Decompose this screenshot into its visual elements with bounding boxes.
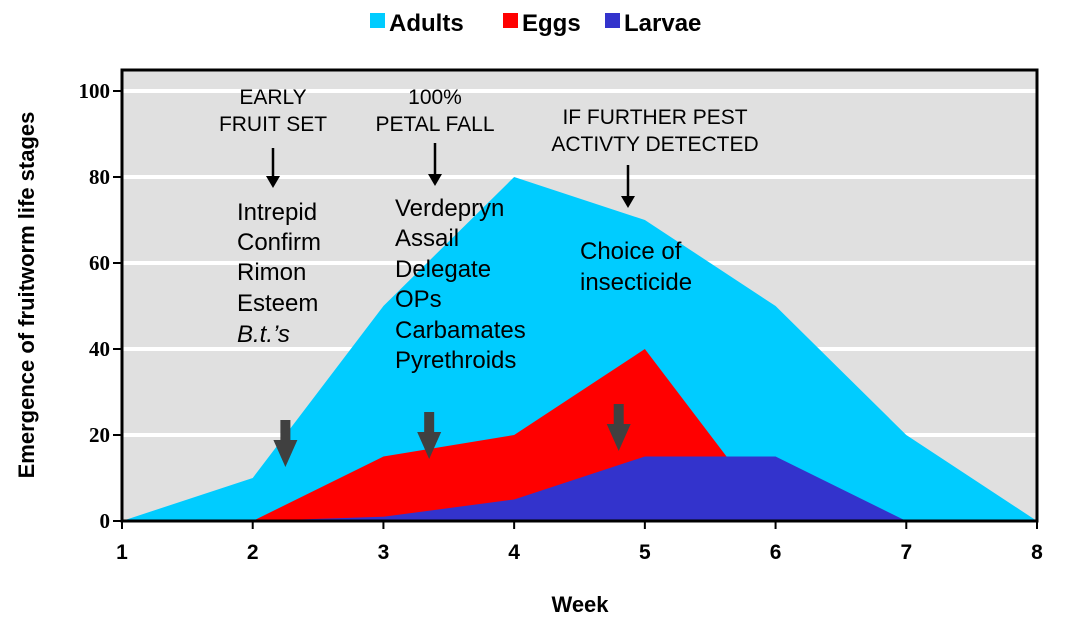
legend-swatch-adults <box>370 13 385 28</box>
x-axis-label: Week <box>551 592 609 617</box>
product-name: Assail <box>395 225 459 252</box>
y-tick-label: 60 <box>89 251 110 275</box>
legend-swatch-eggs <box>503 13 518 28</box>
product-name: OPs <box>395 286 442 313</box>
x-tick-label: 2 <box>247 541 259 564</box>
annotation-label: 100% <box>408 86 462 109</box>
x-tick-label: 3 <box>378 541 390 564</box>
legend-label: Adults <box>389 10 464 37</box>
product-name: Verdepryn <box>395 195 504 222</box>
area-adults <box>122 177 1037 521</box>
legend-label: Larvae <box>624 10 701 37</box>
plot-border <box>120 68 1039 523</box>
annotation-label: ACTIVTY DETECTED <box>551 133 758 156</box>
product-name: Intrepid <box>237 199 317 226</box>
product-name: Pyrethroids <box>395 347 516 374</box>
y-tick-label: 0 <box>100 509 111 533</box>
annotation-label: EARLY <box>239 86 306 109</box>
annotation-arrow-head <box>621 196 635 208</box>
y-tick-label: 100 <box>79 79 111 103</box>
x-tick-label: 8 <box>1031 541 1043 564</box>
spray-arrow-icon <box>606 424 631 451</box>
x-tick-label: 6 <box>770 541 782 564</box>
x-tick-label: 7 <box>900 541 912 564</box>
spray-arrow-shaft <box>613 404 624 426</box>
annotation-label: PETAL FALL <box>375 113 494 136</box>
product-name: Carbamates <box>395 317 526 344</box>
spray-arrow-icon <box>417 432 442 459</box>
annotation-label: IF FURTHER PEST <box>562 106 747 129</box>
product-name: Rimon <box>237 259 306 286</box>
spray-arrow-shaft <box>424 412 435 434</box>
annotation-arrow-head <box>428 174 442 186</box>
product-name: insecticide <box>580 269 692 296</box>
product-name: Confirm <box>237 229 321 256</box>
x-tick-label: 5 <box>639 541 651 564</box>
area-larvae <box>252 456 907 521</box>
annotation-arrow-head <box>266 176 280 188</box>
product-name: Choice of <box>580 238 682 265</box>
legend-label: Eggs <box>522 10 581 37</box>
product-name: B.t.’s <box>237 321 290 348</box>
y-axis-label: Emergence of fruitworm life stages <box>14 112 39 479</box>
spray-arrow-icon <box>273 440 298 467</box>
legend-swatch-larvae <box>605 13 620 28</box>
y-tick-label: 20 <box>89 423 110 447</box>
x-tick-label: 1 <box>116 541 128 564</box>
spray-arrow-shaft <box>280 420 291 442</box>
product-name: Delegate <box>395 256 491 283</box>
y-tick-label: 40 <box>89 337 110 361</box>
y-tick-label: 80 <box>89 165 110 189</box>
product-name: Esteem <box>237 290 318 317</box>
annotation-label: FRUIT SET <box>219 113 327 136</box>
x-tick-label: 4 <box>508 541 520 564</box>
